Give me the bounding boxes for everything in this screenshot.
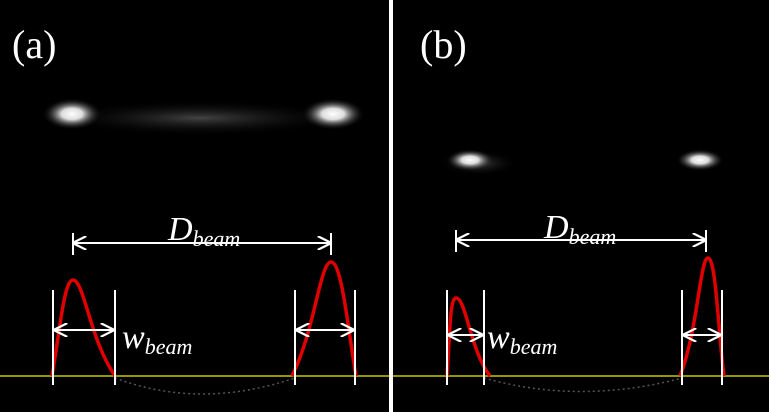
beam-spot [301,98,365,130]
label-part: w [487,319,510,356]
panel-label: (b) [420,22,467,67]
panel-a-bg [0,0,389,412]
panel-label: (a) [12,22,56,67]
label-part: D [543,209,569,246]
beam-spot [676,149,724,171]
label-part: beam [145,334,193,359]
label-part: beam [193,226,241,251]
label-part: beam [510,334,558,359]
label-part: w [122,319,145,356]
figure: (a) Dbeam wbeam (b) Dbeam wbeam [0,0,769,412]
beam-spot [446,149,494,171]
label-part: beam [569,224,617,249]
beam-spot [42,98,102,130]
label-part: D [167,211,193,248]
